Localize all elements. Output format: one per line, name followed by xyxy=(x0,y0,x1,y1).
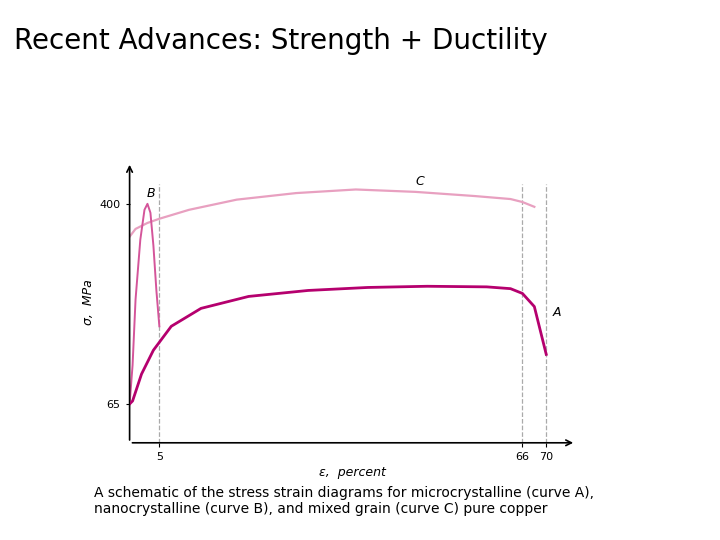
Y-axis label: σ,  MPa: σ, MPa xyxy=(82,280,95,325)
Text: C: C xyxy=(415,175,424,188)
X-axis label: ε,  percent: ε, percent xyxy=(320,466,386,479)
Text: Recent Advances: Strength + Ductility: Recent Advances: Strength + Ductility xyxy=(14,27,548,55)
Text: A schematic of the stress strain diagrams for microcrystalline (curve A),
nanocr: A schematic of the stress strain diagram… xyxy=(94,486,593,516)
Text: A: A xyxy=(552,306,561,319)
Text: B: B xyxy=(146,187,155,200)
